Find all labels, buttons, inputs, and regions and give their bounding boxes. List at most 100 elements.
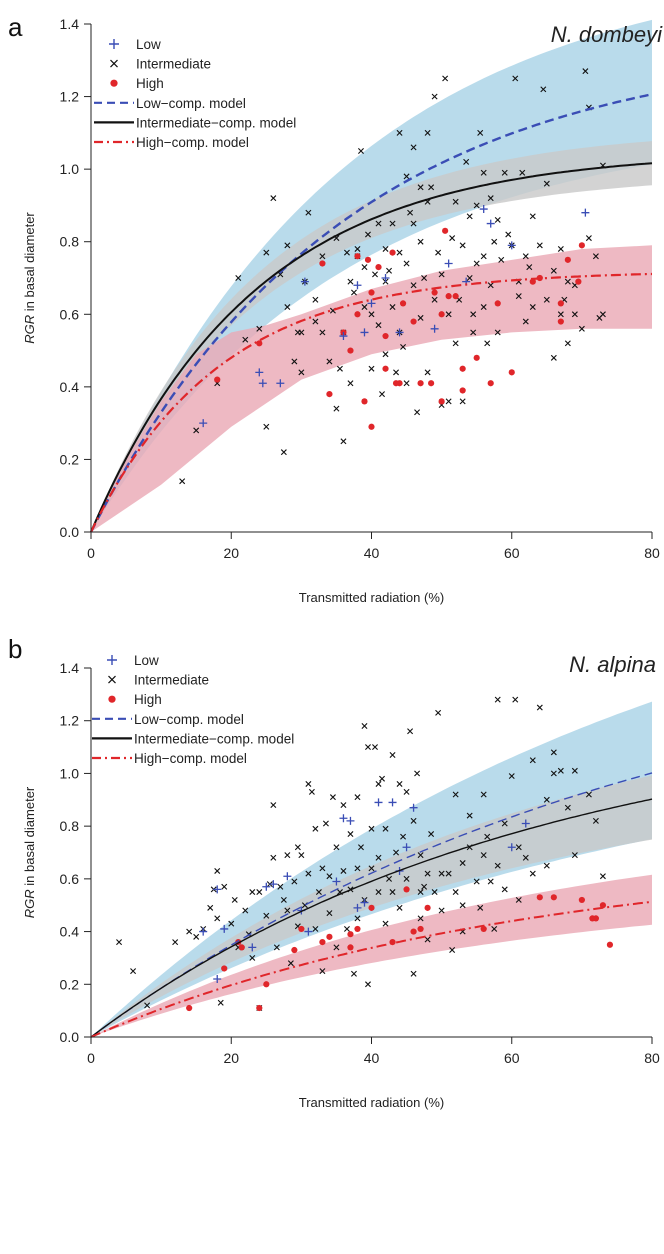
- legend-label: Low: [134, 653, 159, 668]
- point-intermediate: [428, 831, 435, 838]
- x-tick-label: 40: [364, 545, 380, 561]
- point-intermediate: [130, 968, 137, 975]
- point-intermediate: [361, 304, 368, 311]
- legend-symbol-intermediate: [110, 59, 118, 68]
- point-intermediate: [365, 231, 371, 238]
- point-intermediate: [193, 427, 200, 434]
- point-intermediate: [368, 365, 375, 372]
- point-low: [581, 208, 590, 217]
- point-intermediate: [375, 780, 382, 787]
- point-intermediate: [564, 340, 571, 347]
- point-intermediate: [414, 770, 421, 777]
- point-intermediate: [277, 883, 284, 890]
- point-intermediate: [494, 329, 501, 336]
- panel-letter: a: [8, 12, 23, 42]
- point-intermediate: [386, 267, 393, 274]
- point-intermediate: [473, 878, 480, 885]
- point-intermediate: [172, 939, 179, 946]
- point-low: [262, 882, 271, 891]
- point-intermediate: [375, 220, 382, 227]
- point-high: [536, 894, 543, 901]
- point-intermediate: [116, 939, 123, 946]
- point-intermediate: [340, 438, 347, 445]
- point-intermediate: [389, 304, 396, 311]
- point-intermediate: [389, 220, 396, 227]
- point-intermediate: [382, 351, 389, 358]
- point-intermediate: [522, 318, 529, 325]
- point-intermediate: [498, 256, 505, 263]
- point-intermediate: [365, 981, 371, 988]
- y-tick-label: 0.6: [60, 871, 80, 887]
- point-intermediate: [382, 920, 389, 927]
- x-tick-label: 20: [223, 1050, 239, 1066]
- point-intermediate: [354, 794, 361, 801]
- point-intermediate: [368, 311, 375, 318]
- point-high: [557, 300, 564, 307]
- point-intermediate: [256, 889, 263, 896]
- point-intermediate: [463, 158, 470, 165]
- y-tick-label: 1.2: [60, 713, 80, 729]
- point-intermediate: [564, 804, 571, 811]
- point-intermediate: [403, 788, 410, 795]
- species-title: N. dombeyi: [551, 22, 663, 47]
- point-high: [256, 1004, 263, 1012]
- point-intermediate: [550, 770, 557, 777]
- point-low: [339, 814, 348, 823]
- point-intermediate: [550, 749, 557, 756]
- x-axis-label: Transmitted radiation (%): [299, 1095, 444, 1110]
- point-intermediate: [305, 209, 312, 216]
- point-low: [258, 379, 267, 388]
- legend-label: Intermediate: [136, 57, 211, 72]
- point-intermediate: [305, 780, 312, 787]
- point-intermediate: [487, 878, 494, 885]
- point-intermediate: [270, 195, 277, 202]
- point-intermediate: [343, 249, 350, 256]
- point-intermediate: [578, 325, 585, 332]
- point-intermediate: [529, 870, 536, 877]
- y-tick-label: 0.4: [60, 924, 80, 940]
- point-high: [557, 318, 564, 325]
- point-intermediate: [403, 173, 410, 180]
- point-intermediate: [287, 960, 294, 967]
- point-intermediate: [417, 852, 424, 859]
- point-intermediate: [494, 216, 501, 223]
- point-intermediate: [235, 275, 242, 281]
- point-intermediate: [365, 744, 371, 751]
- y-tick-label: 0.0: [60, 1029, 80, 1045]
- point-low: [283, 872, 292, 881]
- point-low: [213, 885, 222, 894]
- point-high: [578, 242, 585, 249]
- point-intermediate: [529, 304, 536, 311]
- point-intermediate: [298, 852, 305, 859]
- point-intermediate: [491, 238, 498, 245]
- point-intermediate: [193, 933, 200, 940]
- point-intermediate: [389, 751, 396, 758]
- chart-n-dombeyi: 0.0 0.2 0.4 0.6 0.8 1.0 1.2 1.4 0 20 40 60 80 Transmi…: [8, 12, 663, 605]
- x-tick-label: 60: [504, 1050, 520, 1066]
- point-intermediate: [452, 791, 459, 798]
- point-high: [417, 380, 424, 387]
- point-high: [256, 340, 263, 347]
- point-high: [599, 902, 607, 909]
- y-axis-label: RGR in basal diameter: [22, 786, 37, 918]
- point-high: [452, 293, 459, 300]
- y-tick-label: 0.2: [60, 451, 80, 467]
- point-intermediate: [557, 311, 564, 318]
- point-intermediate: [347, 278, 354, 285]
- y-tick-label: 0.2: [60, 976, 80, 992]
- point-intermediate: [522, 253, 529, 260]
- point-low: [430, 324, 439, 333]
- point-intermediate: [312, 318, 319, 325]
- point-intermediate: [536, 242, 543, 249]
- point-intermediate: [599, 311, 606, 318]
- point-intermediate: [144, 1002, 151, 1009]
- point-intermediate: [543, 296, 550, 303]
- point-intermediate: [484, 833, 491, 840]
- point-intermediate: [298, 369, 305, 376]
- point-intermediate: [333, 944, 340, 951]
- point-intermediate: [308, 788, 315, 795]
- point-high: [382, 365, 389, 372]
- legend-label: High: [134, 692, 162, 707]
- point-intermediate: [350, 289, 357, 296]
- point-intermediate: [186, 928, 193, 935]
